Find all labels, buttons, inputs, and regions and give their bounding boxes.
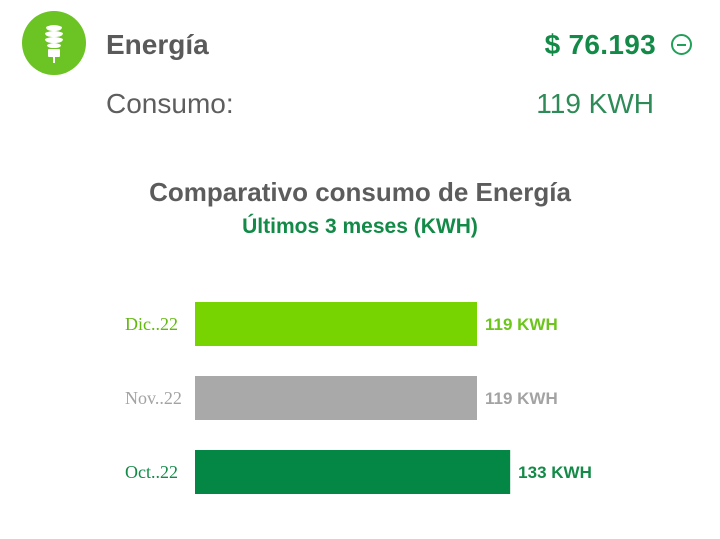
- bar: [195, 302, 477, 346]
- bar: [195, 450, 511, 494]
- lightbulb-glyph: [45, 25, 63, 63]
- bar: [195, 376, 477, 420]
- bar-category-label: Oct..22: [125, 462, 178, 482]
- consumo-value: 119 KWH: [536, 88, 654, 119]
- bar-value-label: 119 KWH: [485, 315, 558, 334]
- lightbulb-icon: [22, 11, 86, 75]
- bar-category-label: Dic..22: [125, 314, 178, 334]
- consumo-label: Consumo:: [106, 88, 234, 119]
- consumption-bar-chart: Dic..22 119 KWH Nov..22 119 KWH Oct..22 133 K…: [125, 302, 592, 494]
- bar-category-label: Nov..22: [125, 388, 182, 408]
- chart-subtitle: Últimos 3 meses (KWH): [242, 215, 478, 238]
- minus-circle-icon[interactable]: [671, 34, 692, 55]
- chart-title: Comparativo consumo de Energía: [149, 177, 571, 207]
- category-title: Energía: [106, 29, 209, 60]
- bar-value-label: 133 KWH: [518, 463, 592, 482]
- amount-value: $ 76.193: [544, 29, 656, 60]
- bar-value-label: 119 KWH: [485, 389, 558, 408]
